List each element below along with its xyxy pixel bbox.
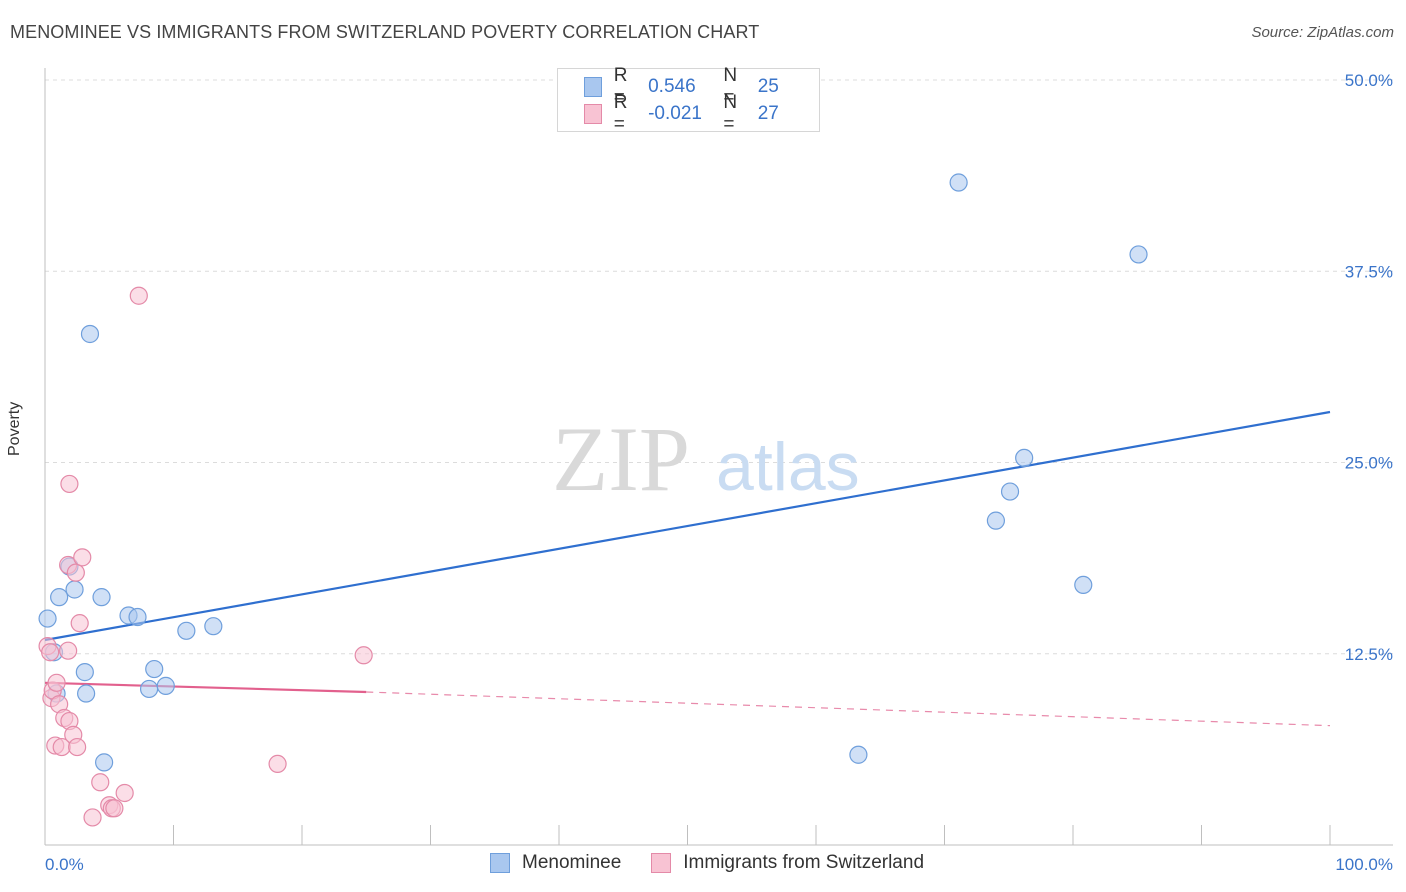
point-switzerland xyxy=(129,286,148,305)
y-tick-label: 25.0% xyxy=(1345,454,1393,473)
point-menominee xyxy=(849,745,868,764)
trend-line-switzerland-dashed xyxy=(366,691,1331,727)
series-swatch-switzerland xyxy=(651,853,672,873)
point-switzerland xyxy=(83,808,102,827)
point-switzerland xyxy=(41,643,60,662)
point-menominee xyxy=(38,609,57,628)
series-legend-switzerland: Immigrants from Switzerland xyxy=(651,852,924,874)
point-menominee xyxy=(1000,482,1020,501)
point-menominee xyxy=(80,324,100,344)
chart-title: MENOMINEE VS IMMIGRANTS FROM SWITZERLAND… xyxy=(10,22,760,42)
point-switzerland xyxy=(115,783,134,803)
point-menominee xyxy=(77,684,96,703)
point-switzerland xyxy=(60,474,79,494)
y-tick-label: 12.5% xyxy=(1345,645,1393,664)
point-menominee xyxy=(1015,448,1034,468)
legend-r-value: -0.021 xyxy=(648,103,702,124)
point-menominee xyxy=(75,663,94,682)
legend-r-value: 0.546 xyxy=(648,76,696,97)
point-switzerland xyxy=(91,773,110,792)
point-menominee xyxy=(177,621,196,640)
point-switzerland xyxy=(59,641,78,660)
point-menominee xyxy=(156,676,175,695)
point-menominee xyxy=(92,588,111,607)
point-menominee xyxy=(1129,245,1148,264)
point-switzerland xyxy=(73,548,92,567)
series-legend: Menominee Immigrants from Switzerland xyxy=(490,852,954,874)
point-switzerland xyxy=(70,614,89,633)
legend-n-label: N = xyxy=(723,92,738,135)
legend-swatch-switzerland xyxy=(584,104,602,124)
x-tick-label: 0.0% xyxy=(45,855,84,874)
series-name-switzerland: Immigrants from Switzerland xyxy=(683,852,925,873)
trend-line-switzerland xyxy=(44,681,367,694)
point-menominee xyxy=(50,588,69,607)
legend-n-value: 27 xyxy=(757,103,779,124)
legend-r-label: R = xyxy=(613,92,628,135)
point-menominee xyxy=(949,173,968,192)
legend-r-label: R = xyxy=(613,65,628,108)
point-menominee xyxy=(95,753,114,772)
series-legend-menominee: Menominee xyxy=(490,852,621,874)
gridlines xyxy=(45,79,1393,655)
tick-labels: 12.5% 25.0% 37.5% 50.0% 0.0% 100.0% xyxy=(45,71,1393,874)
point-switzerland xyxy=(268,754,287,774)
point-menominee xyxy=(139,679,159,699)
legend-n-label: N = xyxy=(723,65,738,108)
legend-swatch-menominee xyxy=(584,77,602,97)
point-menominee xyxy=(204,617,223,636)
point-menominee xyxy=(65,580,84,599)
point-menominee xyxy=(1074,575,1093,595)
point-menominee xyxy=(145,659,164,679)
legend: R = 0.546 N = 25 R = -0.021 N = 27 xyxy=(557,65,820,135)
watermark-atlas: atlas xyxy=(716,429,860,505)
point-switzerland xyxy=(105,799,124,818)
source-label: Source: ZipAtlas.com xyxy=(1251,24,1394,41)
y-tick-label: 37.5% xyxy=(1345,262,1393,281)
legend-row-switzerland: R = -0.021 N = 27 xyxy=(584,92,819,135)
legend-row-menominee: R = 0.546 N = 25 xyxy=(584,65,819,108)
x-tick-label: 100.0% xyxy=(1335,855,1393,874)
point-switzerland xyxy=(68,737,87,757)
point-switzerland xyxy=(47,673,66,692)
point-switzerland xyxy=(66,563,85,582)
point-menominee xyxy=(986,511,1006,530)
legend-n-value: 25 xyxy=(757,76,779,97)
trend-lines xyxy=(44,410,1331,727)
series-name-menominee: Menominee xyxy=(522,852,622,873)
y-tick-label: 50.0% xyxy=(1345,71,1393,90)
watermark-zip: ZIP xyxy=(552,408,690,510)
axes xyxy=(44,68,1393,846)
data-points xyxy=(38,173,1148,827)
trend-line-menominee xyxy=(44,410,1331,642)
point-menominee xyxy=(128,607,147,627)
point-switzerland xyxy=(354,646,373,665)
series-swatch-menominee xyxy=(490,853,510,873)
